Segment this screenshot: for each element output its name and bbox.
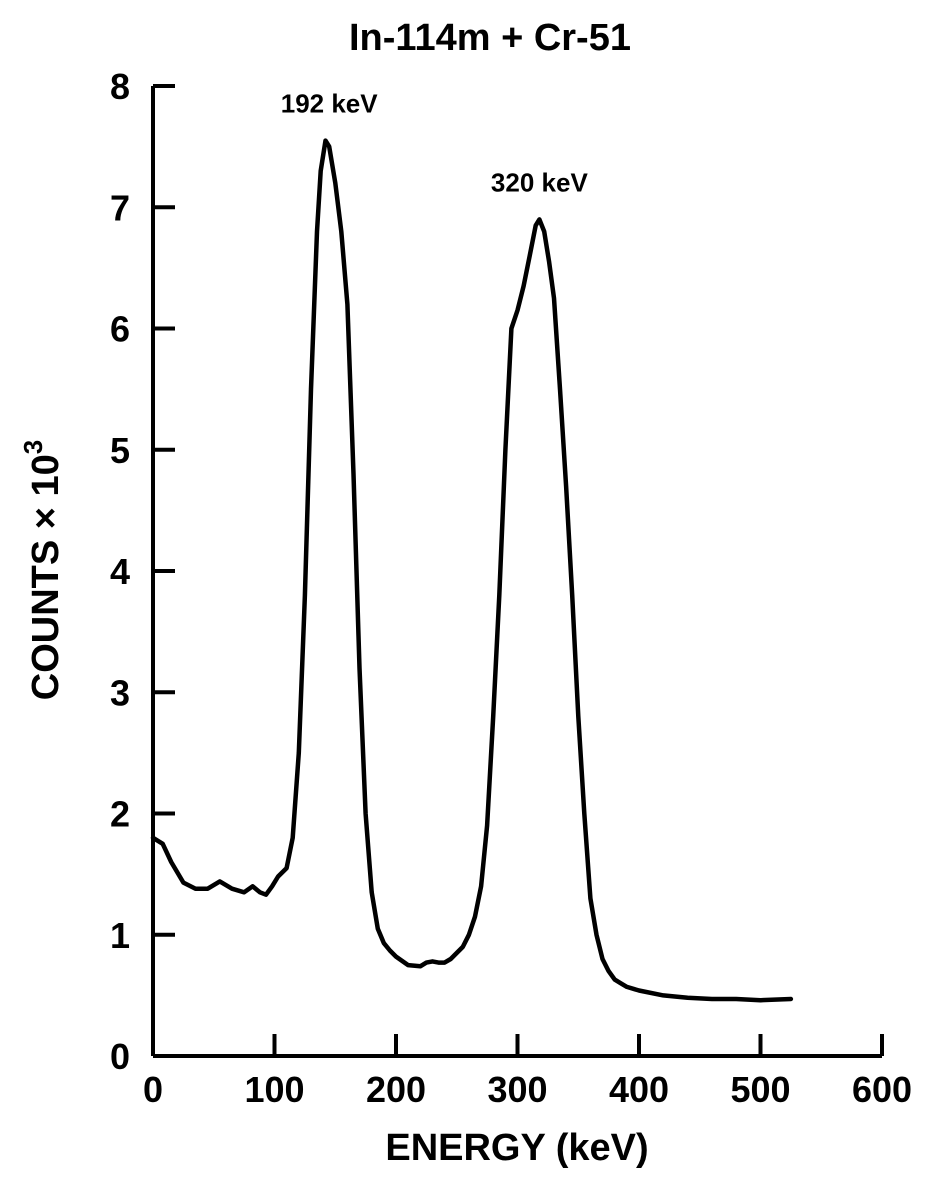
- y-tick-label: 0: [110, 1036, 130, 1077]
- y-axis-label-text: COUNTS × 10: [25, 454, 67, 700]
- x-tick-label: 200: [366, 1069, 426, 1110]
- y-tick-label: 8: [110, 66, 130, 107]
- x-tick-label: 300: [487, 1069, 547, 1110]
- x-tick-label: 400: [609, 1069, 669, 1110]
- tick-marks: [151, 84, 884, 1058]
- series-group: [150, 138, 794, 1003]
- axes: [151, 86, 882, 1058]
- x-tick-label: 600: [852, 1069, 912, 1110]
- y-tick-label: 2: [110, 794, 130, 835]
- y-tick-label: 3: [110, 672, 130, 713]
- annotations: 192 keV 320 keV: [281, 89, 589, 198]
- y-tick-label: 5: [110, 430, 130, 471]
- peak-label: 320 keV: [491, 167, 589, 197]
- svg-text:COUNTS × 103: COUNTS × 103: [18, 440, 67, 701]
- peak-label: 192 keV: [281, 89, 379, 119]
- tick-labels: 0 1 2 3 4 5 6 7 8 0 100 200 300 400 500 600: [110, 66, 912, 1110]
- x-tick-label: 0: [143, 1069, 163, 1110]
- y-tick-label: 6: [110, 309, 130, 350]
- chart-title: In-114m + Cr-51: [349, 17, 631, 59]
- x-axis-label: ENERGY (keV): [385, 1127, 648, 1169]
- y-tick-label: 7: [110, 187, 130, 228]
- spectrum-line: [150, 138, 794, 1003]
- y-axis-label: COUNTS × 103: [18, 440, 67, 701]
- y-axis-label-superscript: 3: [18, 440, 48, 454]
- y-tick-label: 4: [110, 551, 130, 592]
- x-tick-label: 500: [730, 1069, 790, 1110]
- x-tick-label: 100: [244, 1069, 304, 1110]
- y-tick-label: 1: [110, 915, 130, 956]
